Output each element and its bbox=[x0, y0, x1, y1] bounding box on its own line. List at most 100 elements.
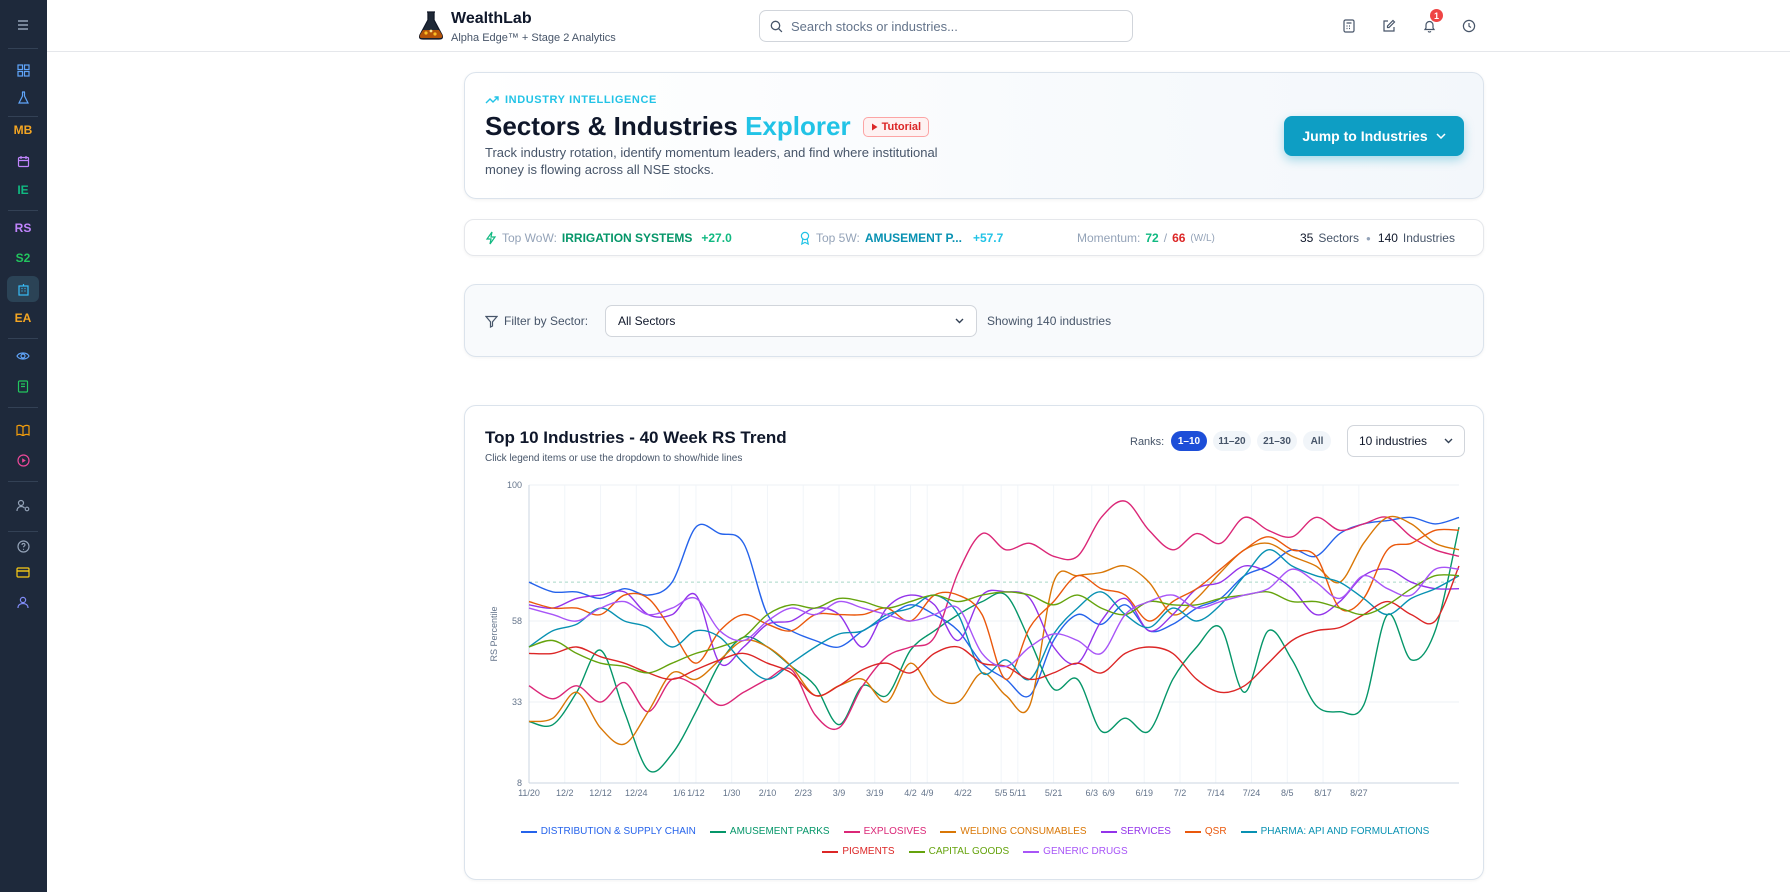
eye-icon[interactable] bbox=[7, 343, 39, 369]
clock-icon[interactable] bbox=[1458, 15, 1480, 37]
legend-swatch bbox=[1100, 830, 1117, 833]
user-icon[interactable] bbox=[7, 589, 39, 615]
sidebar-divider bbox=[8, 481, 38, 482]
x-tick-label: 3/19 bbox=[866, 788, 884, 798]
app-tagline: Alpha Edge™ + Stage 2 Analytics bbox=[451, 32, 616, 44]
legend-item-amusement-parks[interactable]: AMUSEMENT PARKS bbox=[709, 826, 830, 837]
series-line-welding-consumables bbox=[528, 515, 1460, 746]
sidebar-item-mb[interactable]: MB bbox=[13, 123, 33, 137]
industries-count: 140 bbox=[1377, 231, 1398, 245]
tutorial-button[interactable]: Tutorial bbox=[862, 116, 930, 137]
series-line-generic-drugs bbox=[528, 566, 1460, 668]
legend-item-capital-goods[interactable]: CAPITAL GOODS bbox=[908, 846, 1009, 857]
x-tick-label: 7/2 bbox=[1174, 788, 1187, 798]
industries-count-select[interactable]: 10 industries bbox=[1347, 425, 1465, 457]
sectors-label: Sectors bbox=[1318, 231, 1360, 245]
series-line-qsr bbox=[528, 528, 1460, 680]
search-input[interactable] bbox=[791, 18, 1111, 34]
legend-label: SERVICES bbox=[1120, 826, 1171, 837]
wealthlab-logo-icon[interactable] bbox=[416, 9, 446, 41]
x-tick-label: 4/2 bbox=[904, 788, 917, 798]
x-tick-label: 6/9 bbox=[1102, 788, 1115, 798]
x-tick-label: 11/20 bbox=[518, 788, 540, 798]
sidebar-divider bbox=[8, 116, 38, 117]
page-title: Sectors & Industries Explorer Tutorial bbox=[485, 111, 930, 142]
search-box[interactable] bbox=[759, 10, 1133, 42]
sidebar-item-ea[interactable]: EA bbox=[14, 311, 32, 325]
legend-item-pharma-api-and-formulations[interactable]: PHARMA: API AND FORMULATIONS bbox=[1240, 826, 1430, 837]
top-5w-value: +57.7 bbox=[972, 231, 1004, 245]
play-icon[interactable] bbox=[7, 447, 39, 473]
legend-label: PIGMENTS bbox=[842, 846, 895, 857]
card-icon[interactable] bbox=[7, 559, 39, 585]
dot-separator: ● bbox=[1366, 233, 1371, 243]
rank-button-21-30[interactable]: 21–30 bbox=[1257, 431, 1297, 451]
series-line-pigments bbox=[528, 565, 1460, 697]
legend-item-services[interactable]: SERVICES bbox=[1100, 826, 1171, 837]
x-tick-label: 12/2 bbox=[556, 788, 574, 798]
sidebar-item-ie[interactable]: IE bbox=[17, 183, 29, 197]
series-line-pharma-api-and-formulations bbox=[528, 549, 1460, 681]
series-line-amusement-parks bbox=[528, 526, 1460, 773]
counts-stat: 35 Sectors ● 140 Industries bbox=[1300, 231, 1455, 245]
edit-icon[interactable] bbox=[1378, 15, 1400, 37]
x-tick-label: 1/12 bbox=[687, 788, 705, 798]
page-title-accent: Explorer bbox=[745, 111, 851, 141]
legend-swatch bbox=[822, 850, 839, 853]
sidebar-divider bbox=[8, 338, 38, 339]
search-icon bbox=[770, 20, 783, 32]
book-icon[interactable] bbox=[7, 417, 39, 443]
legend-label: GENERIC DRUGS bbox=[1043, 846, 1128, 857]
top-wow-name[interactable]: IRRIGATION SYSTEMS bbox=[561, 231, 693, 245]
notification-badge: 1 bbox=[1430, 9, 1443, 22]
legend-item-generic-drugs[interactable]: GENERIC DRUGS bbox=[1023, 846, 1128, 857]
rank-button-1-10[interactable]: 1–10 bbox=[1171, 431, 1207, 451]
jump-to-industries-button[interactable]: Jump to Industries bbox=[1284, 116, 1464, 156]
x-tick-label: 5/11 bbox=[1009, 788, 1026, 798]
legend-swatch bbox=[1240, 830, 1257, 833]
sector-select[interactable]: All Sectors bbox=[605, 305, 977, 337]
legend-swatch bbox=[1184, 830, 1201, 833]
sidebar-divider bbox=[8, 210, 38, 211]
legend-item-qsr[interactable]: QSR bbox=[1184, 826, 1227, 837]
legend-item-welding-consumables[interactable]: WELDING CONSUMABLES bbox=[940, 826, 1087, 837]
sidebar: MB IE RS S2 EA bbox=[0, 0, 47, 892]
rank-button-all[interactable]: All bbox=[1303, 431, 1331, 451]
hero-panel: INDUSTRY INTELLIGENCE Sectors & Industri… bbox=[464, 72, 1484, 199]
chevron-down-icon bbox=[1444, 438, 1453, 444]
legend-item-pigments[interactable]: PIGMENTS bbox=[822, 846, 895, 857]
momentum-note: (W/L) bbox=[1190, 232, 1215, 244]
sidebar-item-rs[interactable]: RS bbox=[14, 221, 32, 235]
calculator-icon[interactable] bbox=[1338, 15, 1360, 37]
legend-item-distribution-supply-chain[interactable]: DISTRIBUTION & SUPPLY CHAIN bbox=[520, 826, 696, 837]
momentum-losses: 66 bbox=[1172, 231, 1186, 245]
top-5w-label: Top 5W: bbox=[816, 231, 860, 245]
legend-label: PHARMA: API AND FORMULATIONS bbox=[1260, 826, 1430, 837]
top-5w-name[interactable]: AMUSEMENT P... bbox=[864, 231, 962, 245]
flask-icon[interactable] bbox=[7, 84, 39, 110]
user-gear-icon[interactable] bbox=[7, 492, 39, 518]
notebook-icon[interactable] bbox=[7, 373, 39, 399]
building-icon[interactable] bbox=[7, 276, 39, 302]
legend-label: WELDING CONSUMABLES bbox=[960, 826, 1087, 837]
series-line-distribution-supply-chain bbox=[528, 516, 1460, 698]
rank-button-11-20[interactable]: 11–20 bbox=[1213, 431, 1251, 451]
legend-item-explosives[interactable]: EXPLOSIVES bbox=[843, 826, 926, 837]
legend-swatch bbox=[1023, 850, 1040, 853]
top-wow-label: Top WoW: bbox=[502, 231, 557, 245]
bell-icon[interactable]: 1 bbox=[1418, 9, 1443, 37]
top-wow-value: +27.0 bbox=[701, 231, 732, 245]
menu-icon[interactable] bbox=[7, 12, 39, 38]
help-icon[interactable] bbox=[7, 533, 39, 559]
filter-label: Filter by Sector: bbox=[485, 314, 588, 328]
x-tick-label: 5/21 bbox=[1045, 788, 1063, 798]
sidebar-item-s2[interactable]: S2 bbox=[15, 251, 31, 265]
hero-description: Track industry rotation, identify moment… bbox=[485, 145, 938, 177]
award-icon bbox=[800, 231, 810, 245]
chart-legend: DISTRIBUTION & SUPPLY CHAIN AMUSEMENT PAR… bbox=[465, 826, 1485, 837]
x-tick-label: 3/9 bbox=[833, 788, 846, 798]
top-wow-stat: Top WoW: IRRIGATION SYSTEMS +27.0 bbox=[485, 231, 732, 245]
calendar-icon[interactable] bbox=[7, 148, 39, 174]
rs-trend-chart: 100 58 33 811/20 12/2 12/12 12/24 1/6 1/12 1/30 2/… bbox=[489, 480, 1460, 798]
dashboard-icon[interactable] bbox=[7, 57, 39, 83]
